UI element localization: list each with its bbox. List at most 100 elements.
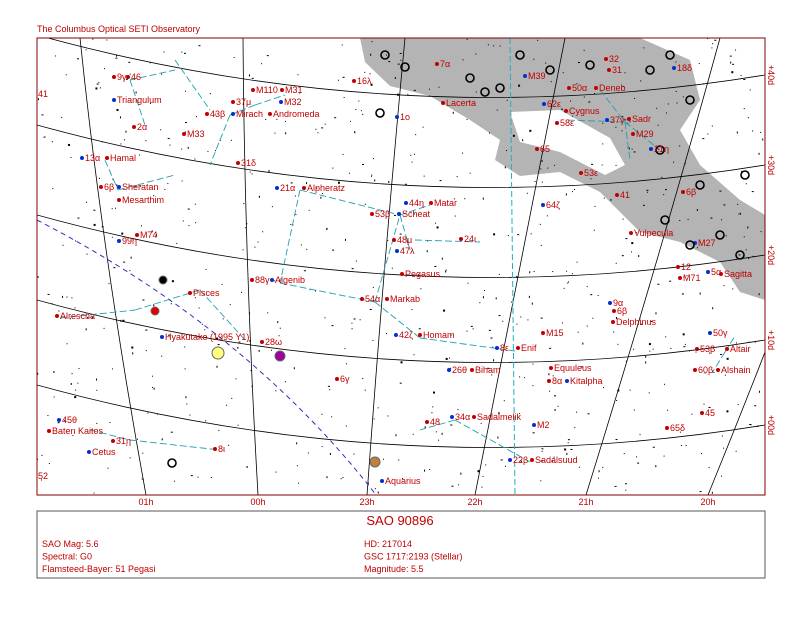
star-label: 31δ <box>241 158 256 168</box>
star <box>41 114 44 116</box>
cluster-ring <box>735 250 745 260</box>
star <box>712 307 714 310</box>
star-label: 28ω <box>265 337 282 347</box>
star <box>198 307 200 309</box>
star-label: 7α <box>440 59 450 69</box>
star <box>445 269 447 271</box>
star <box>679 145 681 147</box>
star <box>472 328 474 330</box>
star-label: 32 <box>609 54 619 64</box>
star-label: 52 <box>38 471 48 481</box>
star <box>185 122 188 124</box>
star <box>248 340 251 342</box>
star <box>721 435 723 437</box>
star-marker <box>725 347 729 351</box>
star <box>477 470 480 473</box>
star-label: M33 <box>187 129 205 139</box>
cluster-ring <box>380 50 390 60</box>
star <box>507 235 509 237</box>
star <box>711 491 713 494</box>
star <box>602 466 604 468</box>
star-marker <box>516 346 520 350</box>
star <box>439 180 442 182</box>
star <box>120 143 122 145</box>
star <box>116 54 118 57</box>
star <box>297 74 299 76</box>
star-label: Hamal <box>110 153 136 163</box>
star <box>574 189 576 191</box>
star-label: 22β <box>513 455 528 465</box>
star <box>624 72 626 74</box>
star-marker <box>188 291 192 295</box>
star <box>506 149 508 151</box>
star <box>153 195 155 197</box>
star-label: Aquarius <box>385 476 421 486</box>
star <box>451 485 454 487</box>
star <box>351 328 353 330</box>
star <box>170 303 172 305</box>
star <box>209 93 211 95</box>
star <box>743 79 746 81</box>
star <box>576 261 578 263</box>
star <box>324 317 326 319</box>
star-marker <box>404 201 408 205</box>
star <box>683 276 685 278</box>
star <box>307 452 309 454</box>
solar-object <box>211 346 225 360</box>
star <box>493 45 495 47</box>
star <box>237 346 239 349</box>
star <box>262 231 264 233</box>
star <box>337 181 340 184</box>
milky-way-rift <box>510 110 625 175</box>
star <box>204 329 206 331</box>
star <box>140 225 142 227</box>
constellation-line <box>419 419 456 431</box>
star <box>189 414 191 416</box>
star <box>700 453 702 455</box>
ra-label: 22h <box>467 497 482 507</box>
star <box>418 328 421 330</box>
star-label: 8ε <box>500 343 509 353</box>
star <box>652 348 654 350</box>
solar-object <box>274 350 286 362</box>
star-marker <box>549 366 553 370</box>
star-label: Markab <box>390 294 420 304</box>
star-label: 47λ <box>400 246 415 256</box>
star <box>445 357 448 360</box>
star <box>523 377 525 379</box>
star <box>587 413 590 415</box>
constellation-line <box>129 79 146 126</box>
constellation-line <box>104 159 119 191</box>
star <box>615 439 618 441</box>
cluster-ring <box>400 62 410 72</box>
star-marker <box>280 88 284 92</box>
star <box>413 354 415 356</box>
star <box>448 357 450 359</box>
star <box>184 368 186 370</box>
star <box>566 270 568 272</box>
cluster-ring <box>515 50 525 60</box>
star <box>549 347 552 349</box>
star-label: 41 <box>620 190 630 200</box>
star <box>624 483 627 485</box>
star <box>747 226 749 229</box>
star <box>151 375 153 377</box>
star <box>502 320 504 322</box>
star <box>489 132 491 134</box>
constellation-line <box>711 351 726 374</box>
star <box>316 187 318 189</box>
star <box>670 347 672 349</box>
star <box>574 426 576 428</box>
star-marker <box>380 479 384 483</box>
star <box>729 55 732 57</box>
star-marker <box>459 237 463 241</box>
star <box>590 294 593 296</box>
star <box>453 198 455 200</box>
star <box>245 227 247 229</box>
star <box>184 346 186 348</box>
star <box>445 270 447 273</box>
star-marker <box>532 423 536 427</box>
star <box>720 353 723 355</box>
star <box>470 325 473 327</box>
